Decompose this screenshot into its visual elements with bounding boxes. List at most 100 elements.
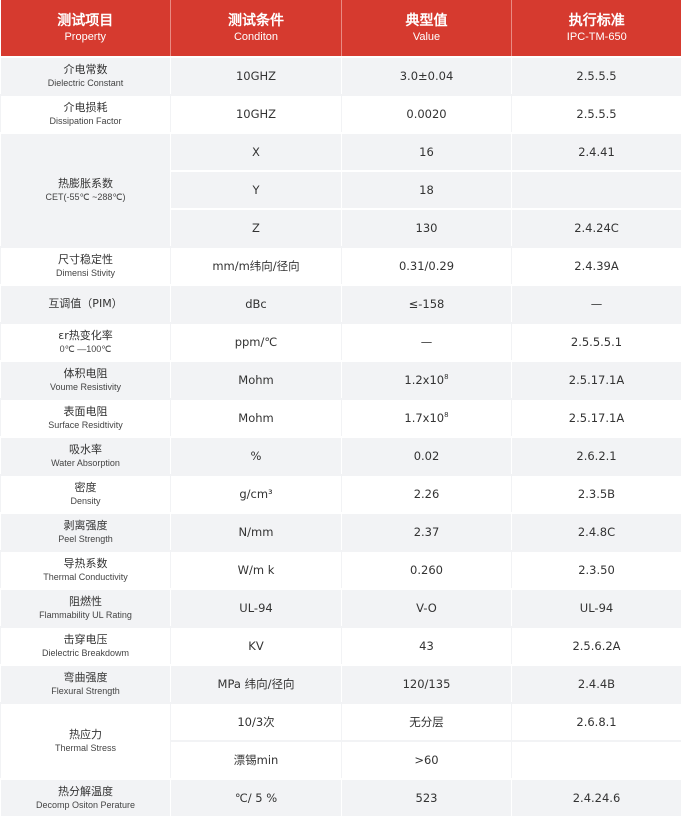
condition-cell: 漂锡min [171, 741, 342, 779]
header-en: Property [1, 30, 171, 44]
standard-cell: 2.5.5.5 [512, 95, 681, 133]
property-name-en: Flexural Strength [1, 685, 170, 698]
standard-cell-text: 2.3.50 [578, 563, 615, 577]
property-name-zh: 密度 [1, 481, 170, 495]
header-zh: 测试项目 [1, 13, 171, 30]
value-cell: 0.31/0.29 [342, 247, 512, 285]
property-cell: 互调值（PIM） [1, 285, 171, 323]
standard-cell-text: 2.5.5.5 [576, 107, 616, 121]
condition-cell: MPa 纬向/径向 [171, 665, 342, 703]
standard-cell: 2.5.6.2A [512, 627, 681, 665]
property-name-zh: 吸水率 [1, 443, 170, 457]
value-cell-text: 1.7x10 [404, 411, 444, 425]
value-cell-text: 2.37 [414, 525, 440, 539]
condition-cell: KV [171, 627, 342, 665]
value-cell: 0.260 [342, 551, 512, 589]
condition-cell: UL-94 [171, 589, 342, 627]
standard-cell: 2.5.17.1A [512, 361, 681, 399]
condition-cell-text: mm/m纬向/径向 [212, 259, 299, 273]
value-cell-text: 43 [419, 639, 434, 653]
value-cell-text: 0.02 [414, 449, 440, 463]
condition-cell-text: W/m k [238, 563, 275, 577]
value-cell-text: 130 [416, 221, 438, 235]
standard-cell-text: 2.4.39A [574, 259, 618, 273]
value-cell-text: 0.0020 [406, 107, 446, 121]
condition-cell-text: UL-94 [239, 601, 272, 615]
property-name-zh: 导热系数 [1, 557, 170, 571]
value-cell: 2.26 [342, 475, 512, 513]
property-name-zh: 剥离强度 [1, 519, 170, 533]
header-en: Conditon [171, 30, 341, 44]
value-cell: — [342, 323, 512, 361]
standard-cell-text: 2.6.8.1 [576, 715, 616, 729]
condition-cell: ℃/ 5 % [171, 779, 342, 817]
property-name-zh: 体积电阻 [1, 367, 170, 381]
condition-cell: N/mm [171, 513, 342, 551]
standard-cell-text: 2.4.24C [574, 221, 619, 235]
standard-cell [512, 171, 681, 209]
standard-cell-text: — [591, 297, 603, 311]
condition-cell: 10GHZ [171, 57, 342, 95]
property-name-en: Peel Strength [1, 533, 170, 546]
condition-cell-text: 10GHZ [236, 107, 276, 121]
condition-cell: Y [171, 171, 342, 209]
value-exponent: 8 [444, 411, 448, 419]
header-zh: 典型值 [342, 13, 511, 30]
property-name-en: Thermal Stress [1, 742, 170, 755]
value-cell-text: 1.2x10 [404, 373, 444, 387]
condition-cell: X [171, 133, 342, 171]
property-name-zh: 介电常数 [1, 63, 170, 77]
condition-cell-text: 漂锡min [234, 753, 279, 767]
property-name-en: Decomp Ositon Perature [1, 799, 170, 812]
value-cell-text: ≤-158 [409, 297, 445, 311]
standard-cell-text: 2.5.6.2A [572, 639, 620, 653]
standard-cell: 2.4.39A [512, 247, 681, 285]
standard-cell: 2.5.5.5.1 [512, 323, 681, 361]
value-cell: 无分层 [342, 703, 512, 741]
standard-cell: — [512, 285, 681, 323]
standard-cell-text: 2.3.5B [578, 487, 615, 501]
condition-cell-text: % [251, 449, 262, 463]
value-cell-text: >60 [414, 753, 438, 767]
condition-cell: mm/m纬向/径向 [171, 247, 342, 285]
property-name-en: Thermal Conductivity [1, 571, 170, 584]
property-name-zh: 热应力 [1, 728, 170, 742]
standard-cell-text: UL-94 [580, 601, 613, 615]
condition-cell-text: Y [252, 183, 259, 197]
value-cell: 18 [342, 171, 512, 209]
standard-cell: UL-94 [512, 589, 681, 627]
standard-cell: 2.4.4B [512, 665, 681, 703]
property-name-en: Dielectric Breakdowm [1, 647, 170, 660]
value-cell-text: 无分层 [409, 715, 444, 729]
property-name-en: Dielectric Constant [1, 77, 170, 90]
condition-cell: 10GHZ [171, 95, 342, 133]
value-exponent: 8 [444, 373, 448, 381]
condition-cell: g/cm³ [171, 475, 342, 513]
value-cell: 0.02 [342, 437, 512, 475]
value-cell: 16 [342, 133, 512, 171]
property-name-en: Flammability UL Rating [1, 609, 170, 622]
property-name-zh: 弯曲强度 [1, 671, 170, 685]
value-cell: V-O [342, 589, 512, 627]
condition-cell: W/m k [171, 551, 342, 589]
property-name-zh: εr热变化率 [1, 329, 170, 343]
property-name-en: CET(-55℃ ~288℃) [1, 191, 170, 204]
standard-cell-text: 2.5.17.1A [569, 373, 624, 387]
standard-cell-text: 2.5.17.1A [569, 411, 624, 425]
value-cell-text: 0.260 [410, 563, 443, 577]
